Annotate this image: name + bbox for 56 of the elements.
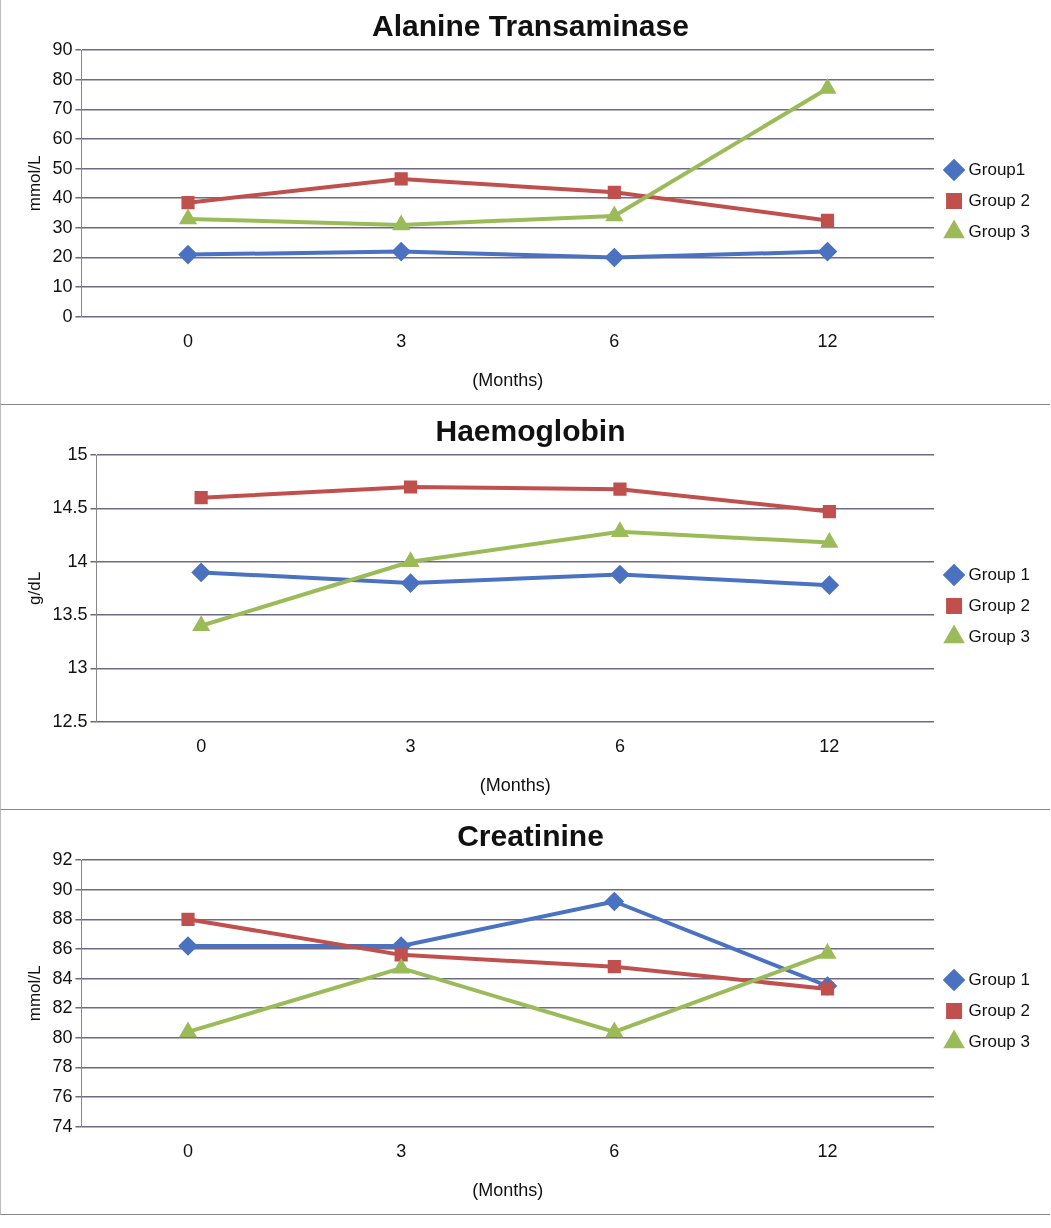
y-tick-label: 80 bbox=[52, 1026, 73, 1047]
y-tick-label: 12.5 bbox=[52, 710, 88, 731]
x-tick-label: 0 bbox=[183, 330, 194, 351]
x-tick-label: 3 bbox=[405, 735, 416, 756]
y-tick-label: 92 bbox=[52, 848, 73, 869]
y-tick-label: 50 bbox=[52, 157, 73, 178]
legend-label: Group 1 bbox=[968, 969, 1031, 989]
y-tick-label: 40 bbox=[52, 187, 73, 208]
y-tick-label: 30 bbox=[52, 216, 73, 237]
x-tick-label: 12 bbox=[817, 1140, 838, 1161]
legend-label: Group 1 bbox=[968, 564, 1031, 584]
y-tick-label: 82 bbox=[52, 997, 73, 1018]
y-tick-label: 90 bbox=[52, 38, 73, 59]
x-tick-label: 12 bbox=[817, 330, 838, 351]
x-tick-label: 3 bbox=[396, 330, 407, 351]
legend-label: Group 2 bbox=[968, 595, 1031, 615]
y-tick-label: 70 bbox=[52, 98, 73, 119]
y-tick-label: 86 bbox=[52, 937, 73, 958]
y-tick-label: 15 bbox=[67, 443, 88, 464]
y-axis-title: mmol/L bbox=[24, 965, 44, 1022]
y-axis-title: mmol/L bbox=[24, 155, 44, 212]
legend-label: Group 3 bbox=[968, 1031, 1031, 1051]
y-tick-label: 0 bbox=[62, 305, 73, 326]
x-tick-label: 6 bbox=[609, 1140, 620, 1161]
y-tick-label: 60 bbox=[52, 127, 73, 148]
y-tick-label: 14.5 bbox=[52, 497, 88, 518]
legend-label: Group 2 bbox=[968, 190, 1031, 210]
y-tick-label: 76 bbox=[52, 1086, 73, 1107]
x-tick-label: 3 bbox=[396, 1140, 407, 1161]
y-tick-label: 80 bbox=[52, 68, 73, 89]
y-tick-label: 84 bbox=[52, 967, 73, 988]
y-tick-label: 13 bbox=[67, 657, 88, 678]
legend-label: Group1 bbox=[968, 159, 1026, 179]
y-tick-label: 20 bbox=[52, 246, 73, 267]
y-tick-label: 10 bbox=[52, 276, 73, 297]
x-axis-title: (Months) bbox=[479, 775, 551, 796]
legend-label: Group 2 bbox=[968, 1000, 1031, 1020]
y-tick-label: 14 bbox=[67, 550, 88, 571]
x-tick-label: 6 bbox=[609, 330, 620, 351]
y-tick-label: 90 bbox=[52, 878, 73, 899]
x-axis-title: (Months) bbox=[472, 370, 544, 391]
chart-title: Creatinine bbox=[457, 819, 604, 853]
y-tick-label: 88 bbox=[52, 908, 73, 929]
x-tick-label: 0 bbox=[196, 735, 207, 756]
chart-title: Haemoglobin bbox=[435, 414, 626, 448]
y-tick-label: 13.5 bbox=[52, 604, 88, 625]
y-axis-title: g/dL bbox=[24, 571, 44, 605]
x-tick-label: 12 bbox=[819, 735, 840, 756]
x-tick-label: 0 bbox=[183, 1140, 194, 1161]
y-tick-label: 78 bbox=[52, 1056, 73, 1077]
chart-title: Alanine Transaminase bbox=[372, 9, 689, 43]
x-tick-label: 6 bbox=[614, 735, 625, 756]
x-axis-title: (Months) bbox=[472, 1180, 544, 1201]
legend-label: Group 3 bbox=[968, 221, 1031, 241]
legend-label: Group 3 bbox=[968, 626, 1031, 646]
y-tick-label: 74 bbox=[52, 1115, 73, 1136]
